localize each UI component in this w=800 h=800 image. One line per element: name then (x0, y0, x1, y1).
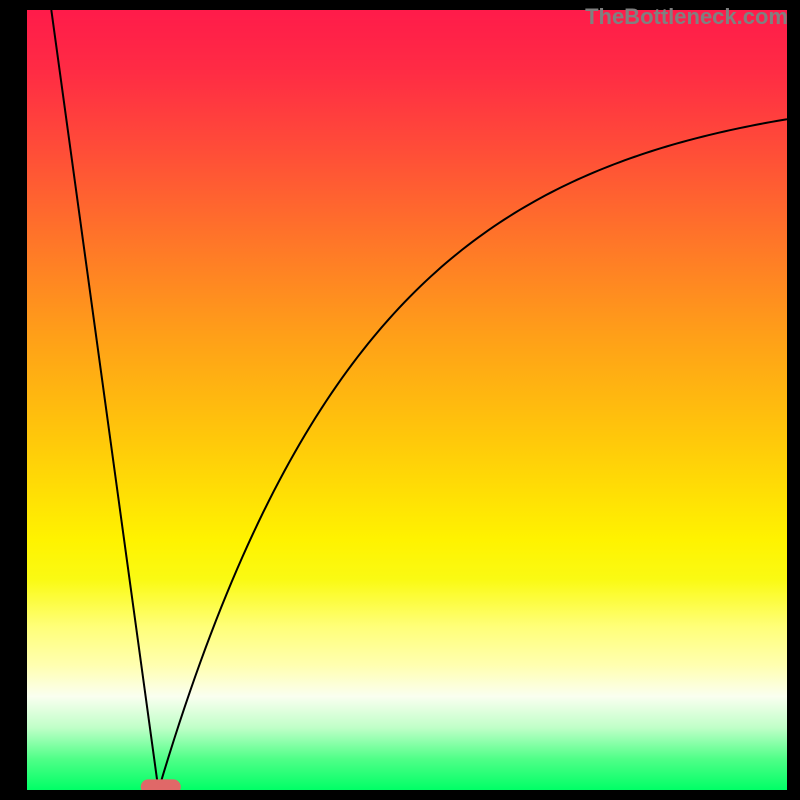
plot-area (27, 10, 787, 790)
curve-right-line (158, 119, 787, 790)
chart-container: TheBottleneck.com (0, 0, 800, 800)
curve-left-line (51, 10, 158, 790)
watermark-text: TheBottleneck.com (585, 4, 788, 30)
curve-layer (27, 10, 787, 790)
dip-marker (141, 779, 181, 790)
